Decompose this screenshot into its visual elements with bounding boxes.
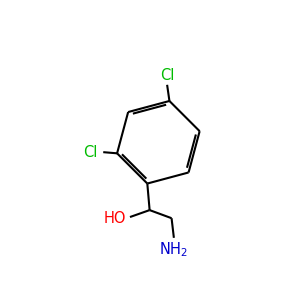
Text: Cl: Cl: [160, 68, 174, 82]
Text: NH$_2$: NH$_2$: [159, 240, 188, 259]
Text: HO: HO: [104, 211, 127, 226]
Text: Cl: Cl: [83, 145, 98, 160]
